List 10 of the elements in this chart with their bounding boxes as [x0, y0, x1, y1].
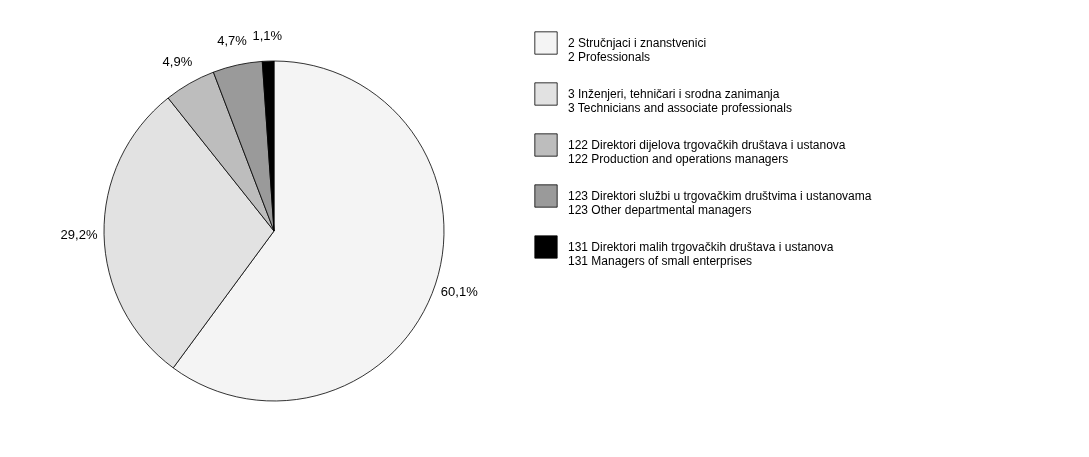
- data-label: 29,2%: [60, 226, 98, 242]
- data-label: 1,1%: [252, 28, 283, 44]
- legend-label: 131 Direktori malih trgovačkih društava i ustanova 131 Managers of small enterprises: [568, 240, 834, 268]
- legend-label: 122 Direktori dijelova trgovačkih društava i ustanova 122 Production and operations managers: [568, 138, 846, 166]
- data-label: 4,9%: [162, 53, 193, 69]
- data-label: 60,1%: [440, 283, 479, 299]
- legend-label: 123 Direktori službi u trgovačkim društvima i ustanovama 123 Other departmental managers: [568, 189, 872, 217]
- data-label: 4,7%: [217, 32, 248, 48]
- legend-label: 3 Inženjeri, tehničari i srodna zanimanja 3 Technicians and associate professionals: [568, 87, 792, 115]
- legend-label: 2 Stručnjaci i znanstvenici 2 Professionals: [568, 36, 707, 64]
